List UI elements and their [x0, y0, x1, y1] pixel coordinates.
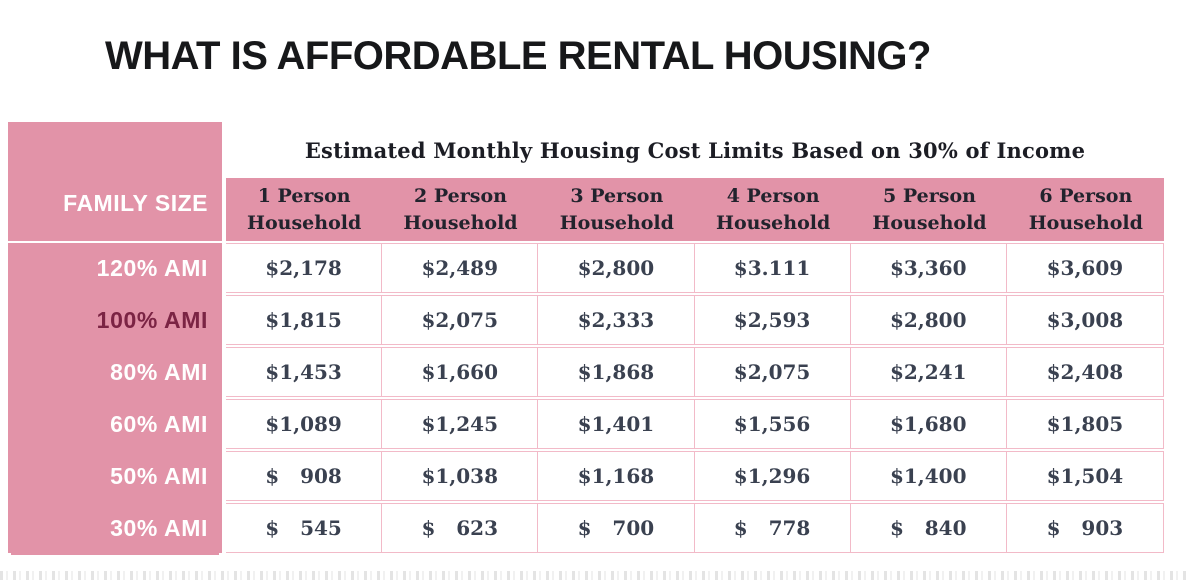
table-title: Estimated Monthly Housing Cost Limits Ba… [304, 137, 1086, 163]
column-header: 1 Person Household [247, 184, 362, 234]
data-grid: $2,178 $2,489 $2,800 $3.111 $3,360 $3,609 $1,8… [226, 243, 1164, 553]
ami-row-label: 50% AMI [110, 462, 208, 489]
table-row: $1,815 $2,075 $2,333 $2,593 $2,800 $3,008 [226, 295, 1164, 345]
cost-value-cell: $2,075 [382, 296, 539, 344]
column-header: 5 Person Household [872, 184, 987, 234]
column-header-row: 1 Person Household 2 Person Household 3 Pe… [226, 178, 1164, 241]
cost-value-cell: $2,800 [851, 296, 1007, 344]
ami-row-label: 80% AMI [110, 358, 208, 385]
cost-value-cell: $2,075 [695, 348, 851, 396]
table-row: $1,089 $1,245 $1,401 $1,556 $1,680 $1,805 [226, 399, 1164, 449]
cost-value-cell: $2,489 [382, 244, 539, 292]
cost-value-cell: $2,800 [538, 244, 695, 292]
cost-value-cell: $1,089 [226, 400, 383, 448]
cost-value-cell: $1,805 [1046, 412, 1124, 436]
cost-value-cell: $3,008 [1046, 308, 1124, 332]
table-row: $ 908 $1,038 $1,168 $1,296 $1,400 $1,504 [226, 451, 1164, 501]
cost-limits-area: Estimated Monthly Housing Cost Limits Ba… [226, 122, 1164, 553]
cost-value-cell: $2,241 [851, 348, 1007, 396]
cost-value-cell: $2,593 [695, 296, 851, 344]
cost-value-cell: $3.111 [695, 244, 851, 292]
column-header: 4 Person Household [716, 184, 831, 234]
cost-value-cell: $ 778 [695, 504, 851, 552]
column-header: 2 Person Household [403, 184, 518, 234]
cost-value-cell: $1,868 [538, 348, 695, 396]
cost-value-cell: $ 840 [851, 504, 1007, 552]
ami-row-label: 30% AMI [110, 514, 208, 541]
cost-value-cell: $1,815 [226, 296, 383, 344]
cost-value-cell: $1,401 [538, 400, 695, 448]
cost-value-cell: $1,168 [538, 452, 695, 500]
column-header: 3 Person Household [559, 184, 674, 234]
cost-value-cell: $2,333 [538, 296, 695, 344]
cost-value-cell: $1,400 [851, 452, 1007, 500]
table-row: $2,178 $2,489 $2,800 $3.111 $3,360 $3,609 [226, 243, 1164, 293]
cost-value-cell: $1,556 [695, 400, 851, 448]
family-size-header: FAMILY SIZE [8, 122, 222, 241]
cost-value-cell: $1,453 [226, 348, 383, 396]
housing-cost-table: FAMILY SIZE 120% AMI 100% AMI 80% AMI 60% A… [8, 122, 1164, 553]
cost-value-cell: $ 903 [1046, 516, 1124, 540]
cost-value-cell: $1,296 [695, 452, 851, 500]
cost-value-cell: $1,245 [382, 400, 539, 448]
cost-value-cell: $1,660 [382, 348, 539, 396]
cost-value-cell: $ 908 [226, 452, 383, 500]
page-title: WHAT IS AFFORDABLE RENTAL HOUSING? [105, 34, 931, 78]
column-header: 6 Person Household [1028, 184, 1143, 234]
cost-value-cell: $3,360 [851, 244, 1007, 292]
table-row: $1,453 $1,660 $1,868 $2,075 $2,241 $2,408 [226, 347, 1164, 397]
ami-row-label: 120% AMI [96, 254, 208, 281]
ami-row-labels: 120% AMI 100% AMI 80% AMI 60% AMI 50% AMI 30%… [8, 243, 222, 553]
cost-value-cell: $ 700 [538, 504, 695, 552]
cost-value-cell: $ 545 [226, 504, 383, 552]
cropped-text-band [0, 571, 1186, 580]
ami-row-label: 60% AMI [110, 410, 208, 437]
cost-value-cell: $3,609 [1046, 256, 1124, 280]
cost-value-cell: $ 623 [382, 504, 539, 552]
cost-value-cell: $2,178 [226, 244, 383, 292]
ami-row-label: 100% AMI [96, 306, 208, 333]
cost-value-cell: $1,504 [1046, 464, 1124, 488]
table-row: $ 545 $ 623 $ 700 $ 778 $ 840 $ 903 [226, 503, 1164, 553]
cost-value-cell: $1,038 [382, 452, 539, 500]
family-size-column: FAMILY SIZE 120% AMI 100% AMI 80% AMI 60% A… [8, 122, 222, 553]
cost-value-cell: $1,680 [851, 400, 1007, 448]
cost-value-cell: $2,408 [1046, 360, 1124, 384]
